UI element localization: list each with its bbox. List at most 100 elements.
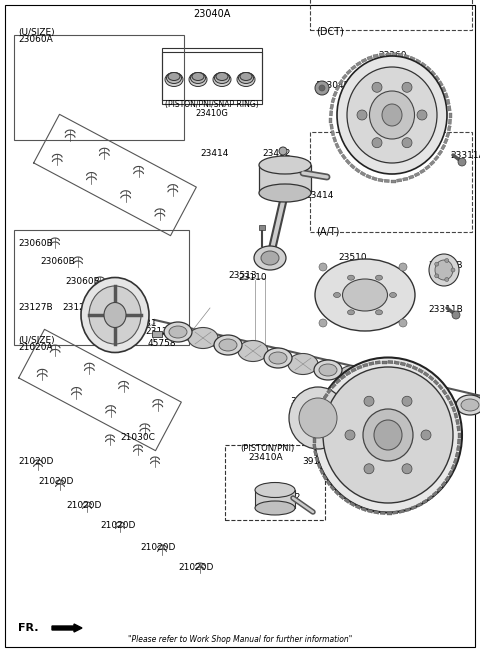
Bar: [314, 417, 318, 423]
Text: 21020D: 21020D: [100, 520, 135, 529]
Ellipse shape: [81, 278, 149, 353]
Bar: [259, 165, 311, 193]
Ellipse shape: [164, 322, 192, 342]
Text: 23060B: 23060B: [40, 258, 75, 267]
Bar: [378, 178, 384, 182]
Bar: [326, 480, 331, 486]
Circle shape: [364, 464, 374, 474]
Text: 23110: 23110: [238, 273, 266, 282]
Ellipse shape: [323, 367, 453, 503]
Bar: [330, 104, 334, 110]
Text: 23226B: 23226B: [428, 261, 463, 269]
Text: 23060B: 23060B: [90, 297, 125, 306]
Circle shape: [445, 278, 449, 282]
Ellipse shape: [435, 260, 453, 280]
Bar: [449, 400, 454, 406]
Ellipse shape: [213, 72, 231, 87]
Text: 23311A: 23311A: [380, 486, 415, 494]
Ellipse shape: [215, 72, 229, 83]
Bar: [454, 413, 458, 419]
Bar: [406, 363, 412, 368]
Bar: [367, 509, 373, 513]
Text: FR.: FR.: [18, 623, 38, 633]
Bar: [349, 501, 355, 507]
Bar: [333, 137, 337, 142]
Text: 21030C: 21030C: [120, 434, 155, 443]
Bar: [423, 372, 429, 377]
Bar: [438, 384, 443, 390]
Circle shape: [372, 82, 382, 93]
Bar: [162, 52, 262, 104]
Bar: [409, 56, 415, 61]
Text: 23124B: 23124B: [62, 303, 96, 312]
Bar: [334, 490, 340, 496]
Bar: [355, 168, 360, 173]
Text: 23060B: 23060B: [65, 278, 100, 286]
Text: 23060B: 23060B: [18, 239, 53, 248]
Ellipse shape: [363, 409, 413, 461]
Bar: [433, 379, 439, 385]
Text: 23211B: 23211B: [316, 288, 350, 297]
Circle shape: [458, 158, 466, 166]
Bar: [361, 58, 367, 63]
Ellipse shape: [370, 91, 415, 139]
Circle shape: [315, 81, 329, 95]
Bar: [317, 463, 322, 469]
Bar: [430, 70, 436, 76]
Text: 23311A: 23311A: [450, 151, 480, 160]
Bar: [399, 509, 404, 513]
Ellipse shape: [259, 184, 311, 202]
Circle shape: [319, 263, 327, 271]
Bar: [445, 132, 450, 138]
Ellipse shape: [261, 251, 279, 265]
Bar: [433, 155, 439, 161]
Bar: [382, 361, 386, 364]
Bar: [335, 379, 341, 384]
Bar: [447, 125, 451, 131]
Ellipse shape: [264, 348, 292, 368]
Bar: [339, 494, 345, 499]
Ellipse shape: [192, 72, 204, 80]
Text: 45758: 45758: [148, 338, 177, 348]
Bar: [394, 361, 399, 364]
Bar: [442, 389, 447, 395]
Bar: [373, 511, 379, 514]
Bar: [331, 97, 336, 103]
Circle shape: [372, 138, 382, 148]
Bar: [422, 499, 428, 504]
Text: 39191: 39191: [302, 458, 331, 466]
Bar: [428, 376, 434, 381]
Ellipse shape: [189, 72, 207, 87]
Bar: [434, 75, 440, 81]
Text: 21020A: 21020A: [18, 344, 53, 353]
Bar: [388, 361, 393, 364]
Bar: [326, 388, 332, 394]
Bar: [346, 69, 352, 75]
Bar: [437, 486, 443, 492]
Ellipse shape: [369, 376, 387, 388]
Bar: [444, 476, 450, 482]
Bar: [338, 80, 344, 85]
Bar: [444, 138, 448, 144]
Bar: [397, 53, 403, 57]
Ellipse shape: [382, 104, 402, 126]
Text: 23200B: 23200B: [388, 396, 422, 404]
Bar: [357, 365, 362, 370]
Bar: [452, 406, 456, 412]
Bar: [446, 99, 450, 104]
Text: 21020D: 21020D: [178, 563, 214, 572]
Bar: [162, 48, 262, 100]
Bar: [330, 485, 336, 491]
Bar: [315, 456, 319, 462]
Ellipse shape: [240, 72, 252, 80]
Bar: [255, 490, 295, 508]
Text: (A/T): (A/T): [316, 227, 339, 237]
Ellipse shape: [168, 72, 180, 80]
Bar: [330, 124, 333, 129]
Bar: [404, 54, 409, 59]
Circle shape: [435, 274, 439, 278]
Ellipse shape: [238, 340, 268, 361]
Bar: [448, 106, 451, 111]
Text: 23131: 23131: [128, 318, 156, 327]
Ellipse shape: [299, 398, 337, 438]
